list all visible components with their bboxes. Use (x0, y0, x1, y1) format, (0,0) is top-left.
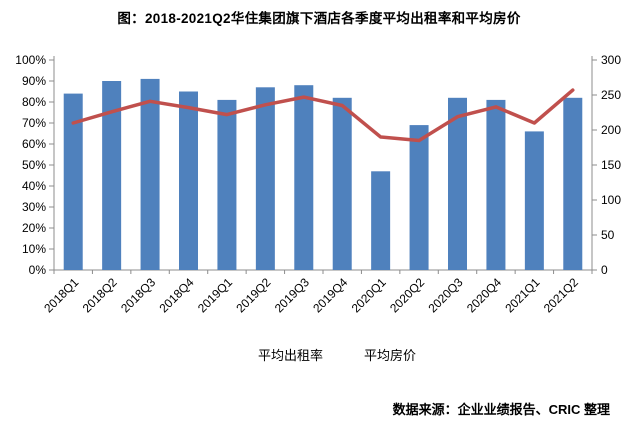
bar-2020Q2 (409, 125, 429, 270)
legend-bar-swatch (222, 350, 254, 360)
price-line (71, 88, 575, 143)
bar-2021Q1 (524, 131, 544, 270)
x-axis-label-2021Q2: 2021Q2 (541, 275, 581, 315)
x-axis-label-2020Q2: 2020Q2 (387, 275, 427, 315)
bar-2020Q3 (448, 97, 467, 270)
right-axis-tick-label: 150 (601, 158, 621, 172)
left-axis-tick-label: 50% (22, 158, 46, 172)
bar-2020Q1 (371, 171, 391, 270)
legend-line-label: 平均房价 (364, 348, 417, 363)
left-axis-tick-label: 20% (22, 221, 46, 235)
bar-2018Q4 (179, 91, 198, 270)
right-axis-tick-label: 50 (601, 228, 615, 242)
x-axis-label-2020Q4: 2020Q4 (464, 275, 504, 315)
bar-2020Q4 (486, 99, 506, 271)
right-axis-tick-label: 300 (601, 53, 621, 67)
x-axis-label-2018Q2: 2018Q2 (80, 275, 120, 315)
bar-2019Q2 (255, 87, 275, 270)
right-axis-tick-label: 250 (601, 88, 621, 102)
bar-2021Q2 (563, 97, 583, 270)
bar-2018Q1 (63, 93, 83, 270)
legend-bar-label: 平均出租率 (257, 348, 323, 363)
chart-title: 图：2018-2021Q2华住集团旗下酒店各季度平均出租率和平均房价 (117, 11, 521, 26)
data-source: 数据来源：企业业绩报告、CRIC 整理 (392, 402, 610, 417)
left-axis-tick-label: 80% (22, 95, 46, 109)
bar-2019Q1 (217, 99, 237, 271)
left-axis-tick-label: 40% (22, 179, 46, 193)
x-axis-label-2018Q1: 2018Q1 (41, 275, 81, 315)
left-axis-tick-label: 30% (22, 200, 46, 214)
right-axis-tick-label: 200 (601, 123, 621, 137)
left-axis-tick-label: 100% (15, 53, 46, 67)
right-axis-tick-label: 100 (601, 193, 621, 207)
left-axis-tick-label: 10% (22, 242, 46, 256)
bar-2018Q2 (102, 81, 122, 270)
bar-2019Q4 (332, 97, 352, 270)
left-axis-tick-label: 0% (29, 263, 47, 277)
x-axis-label-2018Q4: 2018Q4 (157, 275, 197, 315)
x-axis-label-2021Q1: 2021Q1 (502, 275, 542, 315)
legend-line-swatch (327, 353, 360, 357)
x-axis-label-2019Q3: 2019Q3 (272, 275, 312, 315)
x-axis-label-2018Q3: 2018Q3 (118, 275, 158, 315)
x-axis-label-2020Q1: 2020Q1 (349, 275, 389, 315)
bar-2018Q3 (140, 78, 160, 271)
left-axis-tick-label: 70% (22, 116, 46, 130)
occupancy-adr-combo-chart: 0% 10% 20% 30% 40% 50% 60% 70% 80% 90% 100% 0 50 100 1… (15, 53, 621, 315)
legend: 平均出租率 平均房价 (0, 345, 638, 364)
x-axis-label-2019Q4: 2019Q4 (310, 275, 350, 315)
left-axis-tick-label: 60% (22, 137, 46, 151)
bar-2019Q3 (294, 85, 314, 270)
x-axis-label-2019Q1: 2019Q1 (195, 275, 235, 315)
x-axis-label-2020Q3: 2020Q3 (426, 275, 466, 315)
right-axis-tick-label: 0 (601, 263, 608, 277)
x-axis-label-2019Q2: 2019Q2 (233, 275, 273, 315)
left-axis-tick-label: 90% (22, 74, 46, 88)
